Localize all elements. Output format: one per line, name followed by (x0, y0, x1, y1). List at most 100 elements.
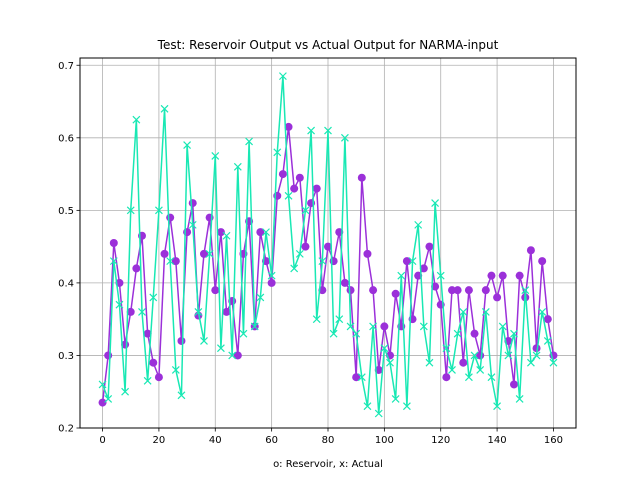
data-point-reservoir (363, 249, 372, 258)
y-tick-label: 0.7 (58, 61, 74, 72)
data-point-actual (464, 373, 473, 382)
data-point-reservoir (166, 213, 175, 222)
data-point-actual (526, 358, 535, 367)
data-point-actual (245, 137, 254, 146)
data-point-actual (487, 373, 496, 382)
series-reservoir (98, 122, 558, 407)
data-point-reservoir (481, 286, 490, 295)
data-point-actual (369, 322, 378, 331)
data-point-reservoir (532, 344, 541, 353)
data-point-actual (109, 257, 118, 266)
x-tick-label: 120 (431, 435, 450, 446)
data-point-reservoir (183, 228, 192, 237)
data-point-reservoir (267, 278, 276, 287)
data-point-reservoir (526, 246, 535, 255)
data-point-actual (408, 257, 417, 266)
data-point-reservoir (493, 293, 502, 302)
data-point-actual (98, 380, 107, 389)
data-point-actual (504, 351, 513, 360)
data-point-actual (115, 300, 124, 309)
data-point-reservoir (425, 242, 434, 251)
data-point-actual (267, 271, 276, 280)
data-point-actual (216, 344, 225, 353)
data-point-actual (211, 152, 220, 160)
data-point-actual (233, 162, 242, 171)
data-point-reservoir (352, 373, 361, 382)
data-point-actual (290, 264, 299, 273)
x-tick-label: 100 (375, 435, 394, 446)
data-point-actual (318, 257, 327, 266)
data-point-actual (352, 329, 361, 338)
data-point-actual (442, 344, 451, 353)
data-point-reservoir (419, 264, 428, 273)
y-tick-label: 0.6 (58, 133, 74, 144)
data-point-actual (160, 104, 169, 113)
data-point-reservoir (278, 170, 287, 179)
data-point-actual (324, 126, 332, 135)
data-point-actual (126, 206, 135, 215)
data-point-reservoir (453, 286, 462, 295)
data-point-actual (171, 366, 180, 374)
data-point-actual (363, 402, 372, 411)
data-point-reservoir (543, 315, 552, 324)
data-point-actual (419, 322, 428, 331)
data-point-reservoir (200, 249, 208, 258)
data-point-reservoir (459, 358, 468, 367)
data-point-reservoir (98, 398, 107, 407)
x-tick-label: 140 (488, 435, 507, 446)
data-point-reservoir (340, 278, 349, 287)
series-layer (98, 72, 558, 418)
data-point-actual (177, 391, 186, 400)
data-point-reservoir (233, 351, 242, 360)
x-tick-label: 40 (209, 435, 222, 446)
x-tick-label: 60 (265, 435, 278, 446)
x-tick-label: 0 (99, 435, 105, 446)
data-point-reservoir (132, 264, 141, 273)
data-point-actual (121, 387, 130, 396)
data-point-reservoir (222, 307, 231, 316)
x-tick-label: 160 (544, 435, 563, 446)
data-point-actual (521, 286, 530, 295)
data-point-reservoir (515, 271, 524, 280)
data-point-actual (256, 293, 265, 302)
data-point-actual (498, 322, 507, 331)
data-point-actual (453, 329, 462, 338)
data-point-reservoir (346, 286, 355, 295)
data-point-reservoir (498, 271, 507, 280)
data-point-actual (431, 199, 440, 208)
data-point-actual (205, 249, 214, 258)
y-tick-label: 0.5 (58, 206, 74, 217)
data-point-actual (307, 126, 316, 135)
data-point-actual (222, 231, 231, 240)
y-tick-label: 0.4 (58, 278, 74, 289)
data-point-actual (346, 322, 355, 331)
data-point-reservoir (290, 184, 299, 193)
data-point-actual (414, 220, 423, 229)
data-point-reservoir (510, 380, 518, 389)
data-point-actual (284, 191, 293, 200)
data-point-reservoir (284, 122, 293, 131)
data-point-reservoir (177, 336, 186, 345)
data-point-actual (301, 206, 310, 215)
x-tick-label: 20 (153, 435, 166, 446)
series-actual (98, 72, 558, 418)
data-point-actual (335, 315, 344, 324)
data-point-actual (481, 307, 490, 316)
data-point-actual (138, 307, 146, 316)
data-point-actual (149, 293, 158, 302)
data-point-actual (166, 257, 175, 266)
data-point-actual (436, 271, 445, 280)
chart-title: Test: Reservoir Output vs Actual Output … (157, 38, 499, 52)
data-point-actual (459, 307, 468, 316)
data-point-actual (278, 72, 287, 81)
data-point-actual (515, 395, 524, 403)
data-point-actual (476, 366, 485, 374)
data-point-actual (397, 271, 406, 280)
data-point-actual (228, 351, 237, 360)
data-point-reservoir (538, 257, 547, 266)
data-point-reservoir (448, 286, 456, 295)
data-point-actual (295, 249, 304, 258)
data-point-reservoir (442, 373, 451, 382)
data-point-reservoir (211, 286, 220, 295)
